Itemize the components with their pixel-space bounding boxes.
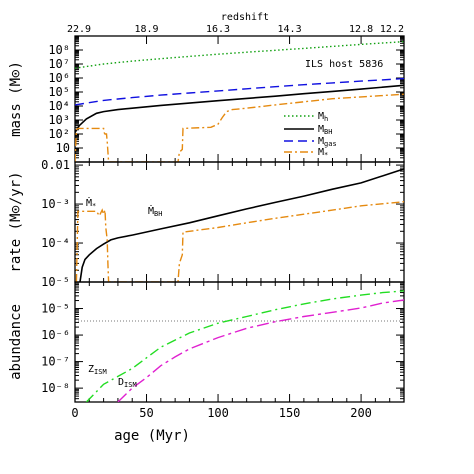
abundance-frame	[74, 281, 405, 403]
top-tick-label: 12.8	[349, 24, 373, 35]
top-tick-label: 16.3	[206, 24, 230, 35]
x-tick-label: 100	[207, 406, 229, 420]
x-tick-label: 0	[71, 406, 78, 420]
y-tick-label: 10⁻⁵	[41, 302, 70, 316]
top-tick-label: 12.2	[380, 24, 404, 35]
series-Z_ISM	[85, 290, 404, 402]
y-tick-label: 10⁸	[48, 43, 70, 57]
series-label-D_ISM: DISM	[118, 377, 137, 389]
redshift-axis: 22.9 18.9 16.3 14.3 12.8 12.2	[67, 24, 405, 44]
y-tick-label: 10⁻⁴	[41, 236, 70, 250]
y-tick-label: 10⁻⁷	[41, 355, 70, 369]
abundance-y-axis-label: abundance	[8, 304, 24, 380]
y-tick-label: 10	[56, 141, 70, 155]
abundance-panel: 10⁻⁸ 10⁻⁷ 10⁻⁶ 10⁻⁵ 0 50 100 150 200 abundance ZIS…	[8, 281, 405, 420]
x-axis-label: age (Myr)	[114, 428, 190, 444]
x-tick-label: 50	[139, 406, 153, 420]
y-tick-label: 10⁻⁸	[41, 381, 70, 395]
series-M_h	[75, 40, 404, 69]
y-tick-label: 10²	[48, 127, 70, 141]
axis-labels: redshift age (Myr) ILS host 5836	[114, 12, 383, 444]
series-label-Ṁ_*: Ṁ*	[86, 196, 96, 210]
legend-label-M_gas: Mgas	[318, 136, 337, 148]
y-tick-label: 10⁶	[48, 71, 70, 85]
y-tick-label: 10⁻³	[41, 197, 70, 211]
y-tick-label: 10⁻⁵	[41, 275, 70, 289]
series-D_ISM	[117, 299, 404, 402]
y-tick-label: 10⁻⁶	[41, 328, 70, 342]
y-tick-label: 10⁷	[48, 57, 70, 71]
top-tick-label: 14.3	[278, 24, 302, 35]
series-Ṁ_*	[75, 201, 404, 282]
rate-y-axis-label: rate (M⊙/yr)	[8, 171, 24, 272]
rate-panel: 10⁻⁵ 10⁻⁴ 10⁻³ 0.01 rate (M⊙/yr) ṀBH Ṁ*	[8, 158, 405, 289]
series-M_*	[75, 93, 404, 162]
series-M_gas	[75, 77, 404, 106]
annotation-host: ILS host 5836	[305, 59, 383, 70]
series-Ṁ_BH	[79, 168, 404, 282]
x-tick-label: 200	[350, 406, 372, 420]
y-tick-label: 10⁴	[48, 99, 70, 113]
y-tick-label: 0.01	[41, 158, 70, 172]
top-tick-label: 18.9	[134, 24, 158, 35]
top-axis-label: redshift	[221, 12, 269, 23]
series-label-Ṁ_BH: ṀBH	[148, 204, 162, 218]
y-tick-label: 10⁵	[48, 85, 70, 99]
series-M_BH	[75, 84, 404, 133]
legend-label-M_BH: MBH	[318, 124, 332, 136]
rate-frame	[74, 161, 405, 283]
mass-y-axis-label: mass (M⊙)	[8, 61, 24, 137]
series-label-Z_ISM: ZISM	[88, 364, 107, 376]
top-tick-label: 22.9	[67, 24, 91, 35]
x-tick-label: 150	[279, 406, 301, 420]
y-tick-label: 10³	[48, 113, 70, 127]
legend-label-M_*: M*	[318, 147, 328, 159]
legend-label-M_h: Mh	[318, 111, 328, 123]
